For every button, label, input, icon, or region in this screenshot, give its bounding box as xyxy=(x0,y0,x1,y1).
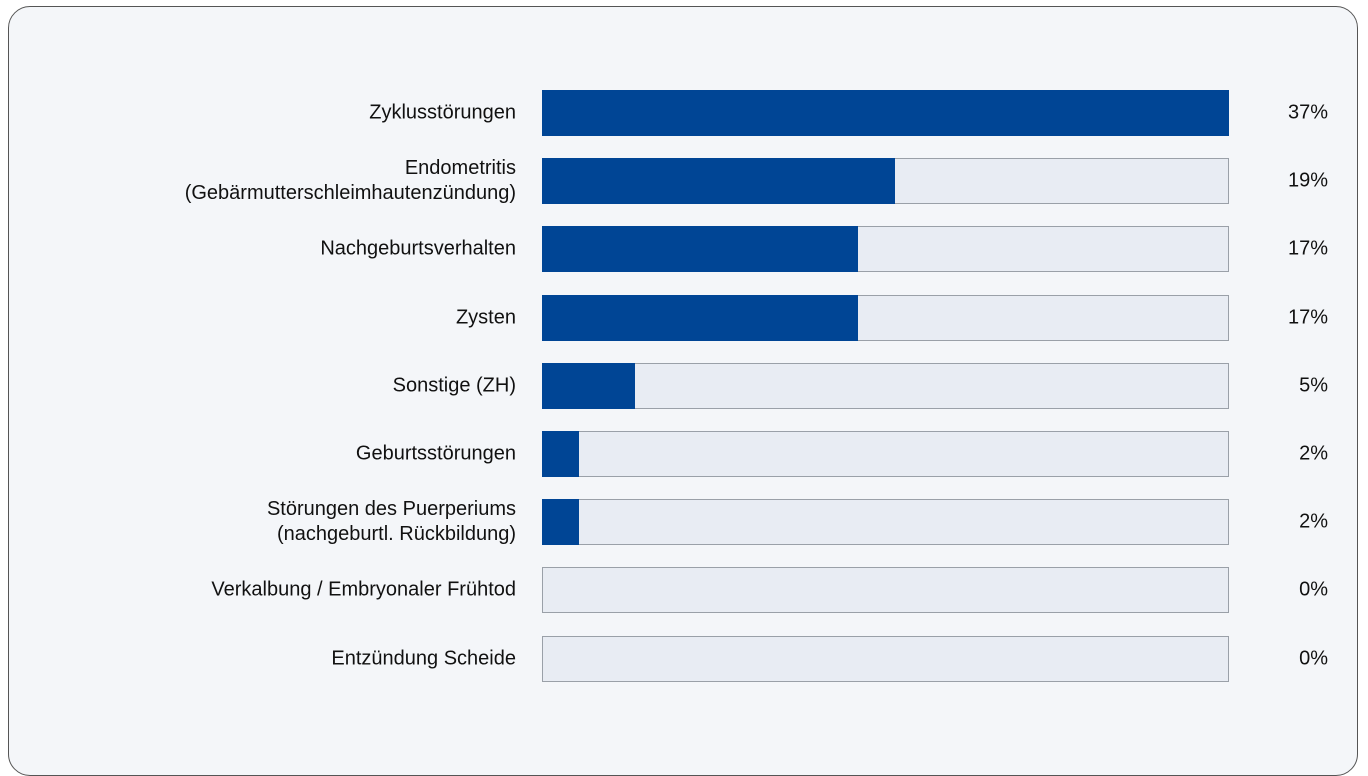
category-label: Störungen des Puerperiums (nachgeburtl. … xyxy=(266,498,516,546)
value-label: 2% xyxy=(1299,442,1328,465)
bar-track xyxy=(542,362,1229,409)
value-label: 2% xyxy=(1299,510,1328,533)
category-label: Entzündung Scheide xyxy=(331,647,516,670)
page: {"chart_data": {"type": "bar", "orientat… xyxy=(8,6,1358,776)
value-label: 17% xyxy=(1287,306,1328,329)
value-label: 0% xyxy=(1299,578,1328,601)
category-label: Geburtsstörungen xyxy=(355,442,516,465)
value-label: 5% xyxy=(1299,374,1328,397)
bar xyxy=(542,294,858,341)
bar xyxy=(542,431,580,477)
bar xyxy=(542,90,1229,136)
bar-track xyxy=(542,567,1229,614)
category-label: Nachgeburtsverhalten xyxy=(320,237,516,260)
bar xyxy=(542,499,580,546)
category-label: Sonstige (ZH) xyxy=(392,374,516,397)
bar xyxy=(542,226,858,273)
category-label: Endometritis (Gebärmutterschleimhautenzü… xyxy=(184,157,516,205)
bar xyxy=(542,362,635,409)
category-label: Zysten xyxy=(455,306,516,329)
value-label: 17% xyxy=(1287,237,1328,260)
value-label: 19% xyxy=(1287,169,1328,192)
bar-track xyxy=(542,635,1229,682)
category-label: Verkalbung / Embryonaler Frühtod xyxy=(211,578,516,601)
category-label: Zyklusstörungen xyxy=(369,101,516,124)
bar-track xyxy=(542,431,1229,477)
bar-track xyxy=(542,499,1229,546)
value-label: 0% xyxy=(1299,647,1328,670)
value-label: 37% xyxy=(1287,101,1328,124)
bar xyxy=(542,158,895,205)
